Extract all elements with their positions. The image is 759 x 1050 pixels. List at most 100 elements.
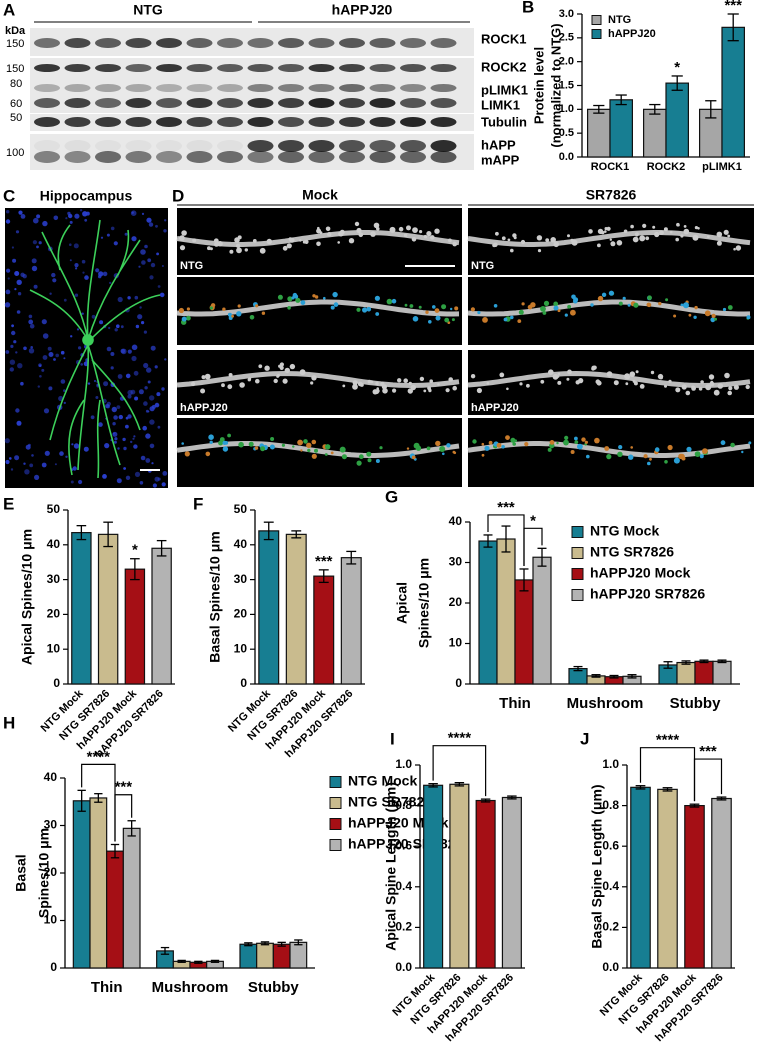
y-axis-label: Basal Spine Length (μm) xyxy=(589,784,605,948)
nucleus xyxy=(143,401,148,406)
blot-band xyxy=(186,64,213,72)
column-label: Mock xyxy=(302,187,338,203)
spine xyxy=(746,315,751,320)
nucleus xyxy=(23,462,26,465)
spine xyxy=(594,437,600,444)
nucleus xyxy=(28,348,35,354)
nucleus xyxy=(139,481,144,485)
blot-band xyxy=(430,151,457,163)
bar xyxy=(71,532,92,685)
spine xyxy=(505,435,510,440)
spine xyxy=(362,307,368,313)
nucleus xyxy=(14,271,20,276)
nucleus xyxy=(70,480,74,484)
nucleus xyxy=(117,374,123,379)
nucleus xyxy=(140,249,146,255)
blot-band xyxy=(64,84,91,92)
band-label: pLIMK1 xyxy=(481,82,528,97)
spine xyxy=(683,225,687,228)
spine xyxy=(683,228,690,235)
column-label: SR7826 xyxy=(586,187,637,203)
nucleus xyxy=(95,396,99,399)
spine xyxy=(354,221,360,227)
spine xyxy=(375,312,380,316)
blot-band xyxy=(247,151,274,163)
nucleus xyxy=(99,320,104,325)
significance: * xyxy=(530,512,536,529)
spine xyxy=(548,369,554,376)
spine xyxy=(567,304,571,309)
spine xyxy=(255,304,259,308)
nucleus xyxy=(154,402,160,408)
dendrite xyxy=(467,299,751,317)
bar xyxy=(532,556,552,685)
y-tick-label: 0.5 xyxy=(559,127,574,139)
spine xyxy=(229,249,234,254)
spine xyxy=(693,315,697,319)
y-tick-label: 1.5 xyxy=(559,79,574,91)
spine xyxy=(281,443,285,447)
legend-label: NTG xyxy=(608,14,631,26)
spine xyxy=(645,236,650,241)
spine xyxy=(633,302,639,308)
spine xyxy=(205,451,211,457)
spine xyxy=(711,313,716,318)
nucleus xyxy=(135,324,140,329)
blot-band xyxy=(430,84,457,92)
bar xyxy=(423,784,444,969)
y-tick-label: 1.0 xyxy=(602,757,619,771)
spine xyxy=(219,437,225,442)
spine xyxy=(552,373,559,380)
x-tick-label: Thin xyxy=(91,979,123,996)
blot-band xyxy=(278,117,304,127)
nucleus xyxy=(84,275,89,280)
nucleus xyxy=(133,435,136,438)
blot-band xyxy=(156,151,182,163)
y-tick-label: 30 xyxy=(449,555,463,569)
spine xyxy=(613,380,619,386)
nucleus xyxy=(164,358,167,361)
bar xyxy=(124,568,146,685)
spine xyxy=(527,304,533,310)
spine xyxy=(667,444,673,451)
blot-band xyxy=(339,64,365,72)
nucleus xyxy=(69,259,72,262)
y-tick-label: 0.8 xyxy=(395,798,412,812)
spine xyxy=(683,302,689,309)
bar xyxy=(711,797,732,969)
band-label: Tubulin xyxy=(481,114,527,129)
spine xyxy=(606,454,612,460)
spine xyxy=(292,445,295,448)
spine xyxy=(412,227,418,234)
nucleus xyxy=(145,458,151,463)
blot-band xyxy=(247,84,274,92)
spine xyxy=(442,452,445,456)
x-tick-label: Thin xyxy=(499,695,531,712)
spine xyxy=(601,292,607,297)
nucleus xyxy=(120,325,124,329)
spine xyxy=(237,304,241,308)
spine xyxy=(244,248,248,252)
spine xyxy=(654,231,660,238)
spine xyxy=(698,387,703,391)
spine xyxy=(287,296,293,302)
spine xyxy=(444,317,450,323)
y-tick-label: 0.4 xyxy=(395,879,412,893)
x-tick-label: Mushroom xyxy=(567,695,644,712)
blot-band xyxy=(217,64,243,72)
blot-band xyxy=(400,140,426,152)
nucleus xyxy=(134,396,139,401)
nucleus xyxy=(79,209,83,212)
spine xyxy=(373,222,380,229)
bar xyxy=(106,850,124,969)
spine xyxy=(470,374,476,379)
nucleus xyxy=(125,475,131,480)
nucleus xyxy=(116,405,121,409)
spine xyxy=(570,450,575,454)
nucleus xyxy=(60,350,65,355)
blot-band xyxy=(339,140,365,152)
spine xyxy=(311,453,317,459)
spine xyxy=(697,227,700,230)
spine xyxy=(676,222,680,227)
blot-band xyxy=(339,151,365,163)
